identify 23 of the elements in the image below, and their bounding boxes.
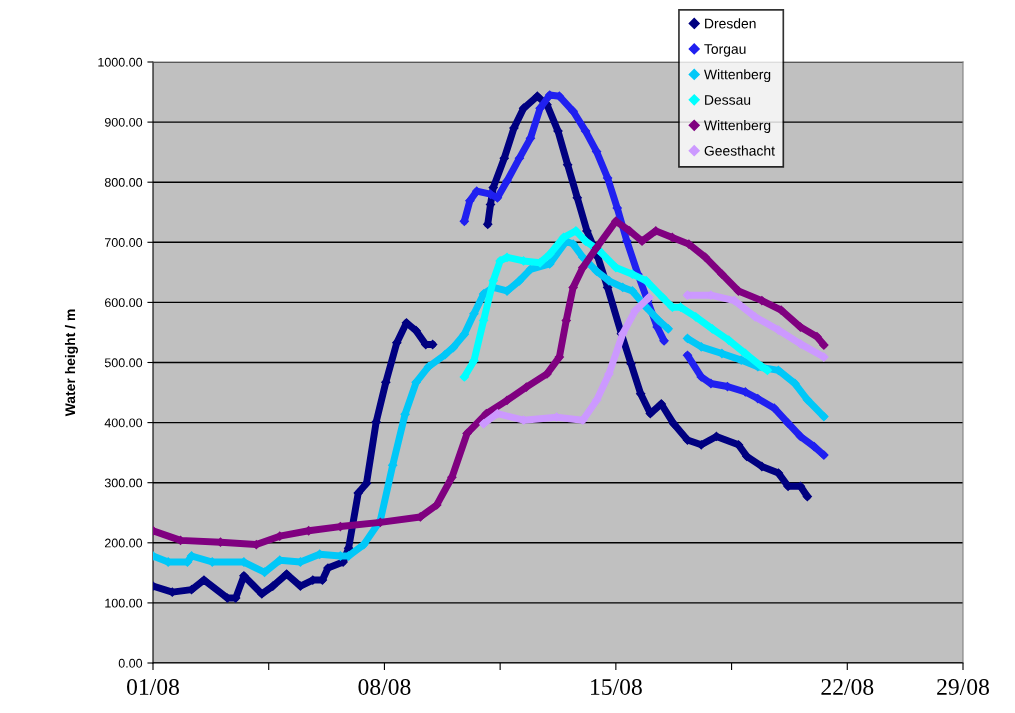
legend-label: Dresden bbox=[705, 18, 756, 29]
y-axis-title: Water height / m bbox=[64, 309, 78, 417]
y-tick-label: 900.00 bbox=[104, 117, 143, 127]
y-tick-label: 600.00 bbox=[104, 298, 143, 308]
x-tick-label: 15/08 bbox=[591, 678, 642, 695]
legend-label: Dessau bbox=[705, 95, 751, 105]
x-tick-label: 01/08 bbox=[127, 678, 179, 695]
y-tick-label: 200.00 bbox=[104, 538, 143, 548]
y-tick-label: 700.00 bbox=[105, 238, 143, 247]
x-tick-label: 29/08 bbox=[937, 678, 989, 695]
x-tick-label: 22/08 bbox=[821, 678, 874, 695]
legend-label: Wittenberg bbox=[704, 120, 771, 134]
x-tick-label: 08/08 bbox=[358, 678, 411, 695]
y-tick-label: 500.00 bbox=[104, 358, 143, 368]
y-tick-label: 300.00 bbox=[104, 478, 143, 488]
y-tick-label: 0.00 bbox=[118, 658, 143, 668]
y-tick-label: 1000.00 bbox=[98, 57, 143, 67]
legend-label: Wittenberg bbox=[704, 69, 771, 83]
y-tick-label: 800.00 bbox=[104, 178, 143, 187]
legend-label: Torgau bbox=[704, 44, 746, 57]
legend-label: Geesthacht bbox=[704, 145, 775, 156]
y-tick-label: 400.00 bbox=[104, 418, 143, 428]
y-tick-label: 100.00 bbox=[105, 598, 143, 608]
